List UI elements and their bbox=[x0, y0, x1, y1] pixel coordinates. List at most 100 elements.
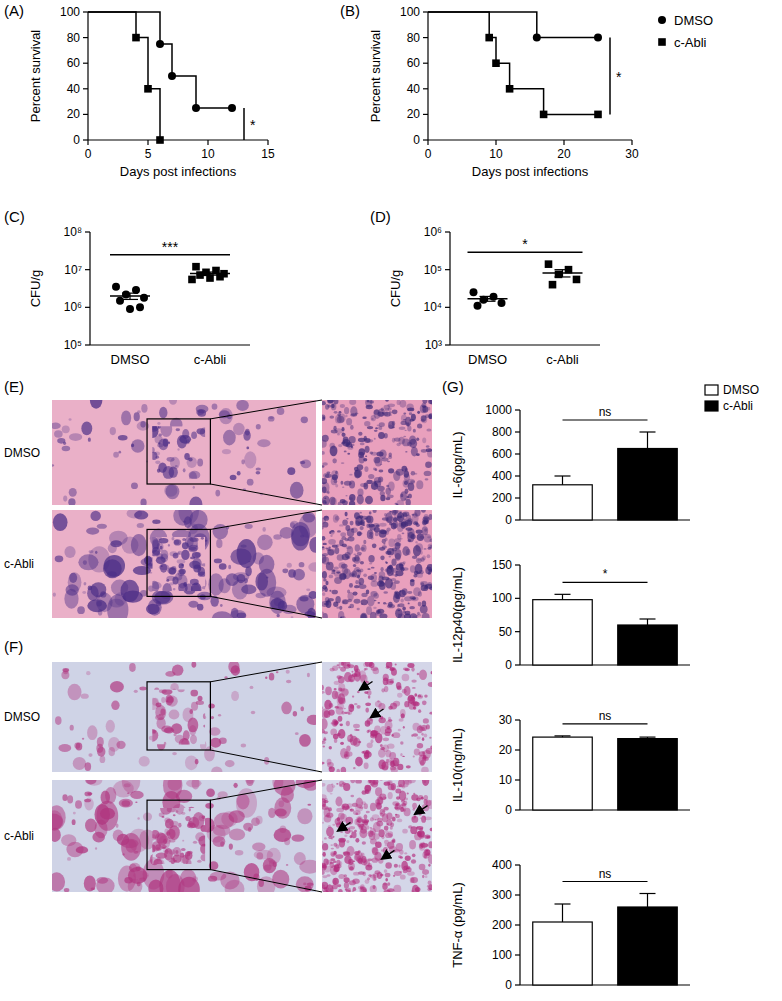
tissue-cell bbox=[85, 780, 96, 784]
x-tick-label: 0 bbox=[425, 147, 432, 161]
micrograph bbox=[322, 780, 432, 892]
tissue-cell bbox=[233, 783, 237, 788]
tissue-cell bbox=[406, 499, 411, 505]
point bbox=[485, 34, 493, 42]
tissue-background bbox=[322, 510, 432, 618]
tissue-cell bbox=[360, 613, 367, 618]
tissue-cell bbox=[418, 709, 421, 713]
tissue-cell bbox=[73, 812, 76, 815]
tissue-cell bbox=[338, 444, 342, 447]
tissue-cell bbox=[189, 725, 196, 736]
tissue-cell bbox=[408, 603, 410, 605]
x-tick bbox=[147, 140, 148, 145]
y-tick-label: 200 bbox=[492, 491, 512, 505]
tissue-cell bbox=[399, 718, 404, 721]
tissue-cell bbox=[251, 711, 255, 714]
survival-line bbox=[428, 12, 598, 38]
tissue-cell bbox=[371, 415, 376, 421]
tissue-cell bbox=[428, 414, 432, 419]
tissue-cell bbox=[95, 551, 97, 554]
tissue-cell bbox=[407, 532, 414, 542]
tissue-cell bbox=[166, 700, 169, 702]
tissue-cell bbox=[361, 614, 367, 618]
tissue-cell bbox=[381, 458, 388, 462]
y-axis-title: IL-6(pg/mL) bbox=[450, 431, 465, 498]
tissue-cell bbox=[378, 749, 386, 758]
tissue-cell bbox=[185, 583, 193, 591]
tissue-cell bbox=[160, 546, 163, 550]
error-bar bbox=[640, 432, 656, 449]
tissue-cell bbox=[169, 582, 174, 585]
tissue-cell bbox=[173, 588, 176, 590]
tissue-cell bbox=[391, 668, 397, 676]
y-tick-label: 300 bbox=[492, 888, 512, 902]
tissue-cell bbox=[287, 467, 295, 475]
tissue-cell bbox=[354, 470, 361, 479]
tissue-cell bbox=[212, 403, 218, 409]
tissue-cell bbox=[167, 808, 176, 812]
tissue-cell bbox=[329, 590, 331, 592]
tissue-cell bbox=[161, 697, 165, 703]
tissue-cell bbox=[74, 742, 80, 748]
tissue-cell bbox=[421, 733, 423, 736]
point bbox=[132, 34, 140, 42]
tissue-cell bbox=[416, 437, 419, 441]
error-cap bbox=[480, 296, 496, 297]
point bbox=[498, 299, 506, 307]
tissue-background bbox=[52, 400, 316, 505]
tissue-cell bbox=[70, 725, 74, 731]
tissue-cell bbox=[245, 567, 252, 577]
tissue-cell bbox=[177, 448, 179, 450]
tissue-cell bbox=[394, 438, 400, 442]
x-tick-label: 0 bbox=[85, 147, 92, 161]
error-bar bbox=[640, 894, 656, 908]
tissue-cell bbox=[366, 480, 372, 484]
y-tick-label: 800 bbox=[492, 425, 512, 439]
tissue-cell bbox=[295, 732, 299, 735]
tissue-cell bbox=[422, 780, 429, 786]
tissue-cell bbox=[422, 403, 427, 408]
tissue-cell bbox=[198, 567, 205, 576]
tissue-cell bbox=[374, 438, 376, 440]
legend-label: DMSO bbox=[674, 13, 713, 28]
tissue-cell bbox=[365, 446, 370, 453]
legend-marker bbox=[658, 38, 666, 46]
tissue-cell bbox=[403, 561, 406, 564]
tissue-cell bbox=[246, 446, 249, 449]
tissue-cell bbox=[331, 477, 337, 485]
tissue-cell bbox=[197, 459, 203, 467]
tissue-cell bbox=[389, 522, 393, 525]
plot-area bbox=[468, 260, 583, 309]
tissue-cell bbox=[218, 714, 221, 717]
tissue-cell bbox=[157, 468, 160, 472]
tissue-cell bbox=[375, 483, 377, 486]
y-tick bbox=[423, 88, 428, 89]
tissue-cell bbox=[387, 461, 390, 463]
tissue-cell bbox=[287, 563, 292, 568]
error-bar bbox=[555, 270, 571, 277]
tissue-background bbox=[152, 808, 205, 864]
tissue-cell bbox=[322, 435, 329, 442]
tissue-cell bbox=[87, 725, 97, 740]
tissue-cell bbox=[148, 599, 162, 616]
tissue-cell bbox=[161, 590, 172, 598]
tissue-cell bbox=[163, 839, 167, 844]
tissue-cell bbox=[293, 711, 297, 717]
tissue-cell bbox=[389, 453, 392, 457]
tissue-cell bbox=[197, 409, 206, 417]
tissue-cell bbox=[177, 690, 184, 693]
y-tick bbox=[515, 598, 520, 599]
tissue-cell bbox=[97, 877, 109, 884]
tissue-cell bbox=[104, 555, 125, 577]
tissue-cell bbox=[371, 482, 378, 490]
y-tick bbox=[515, 631, 520, 632]
tissue-cell bbox=[367, 426, 373, 429]
tissue-cell bbox=[325, 548, 328, 550]
error-stem bbox=[562, 476, 563, 485]
tissue-cell bbox=[211, 766, 222, 772]
tissue-cell bbox=[384, 513, 387, 517]
tissue-cell bbox=[409, 439, 417, 448]
tissue-cell bbox=[323, 473, 329, 478]
tissue-cell bbox=[357, 495, 364, 505]
tissue-cell bbox=[363, 574, 367, 578]
